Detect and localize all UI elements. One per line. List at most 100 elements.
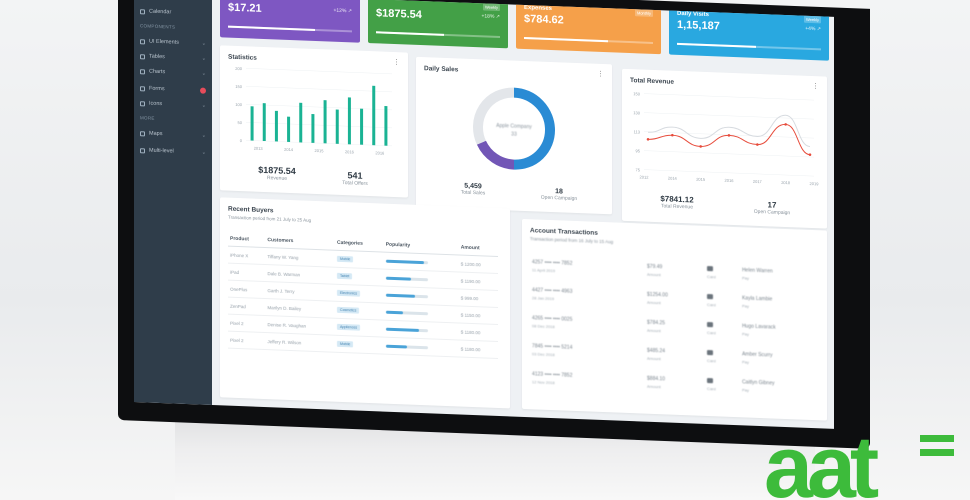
sidebar-item-forms[interactable]: Forms — [140, 85, 206, 94]
y-tick-label: 0 — [240, 138, 243, 143]
bar[interactable] — [262, 103, 266, 142]
total-revenue-line-chart: 150 130 113 95 75 2012 2014 2015 2016 2017 2018 201… — [633, 91, 819, 186]
kpi-value: 1,15,187 — [677, 18, 720, 33]
x-tick-label: 2018 — [781, 180, 791, 185]
sidebar-item-tables[interactable]: Tables ⌄ — [140, 53, 206, 62]
bar[interactable] — [274, 110, 278, 142]
line-point[interactable] — [808, 153, 812, 156]
transaction-type: Card — [707, 330, 716, 336]
bar[interactable] — [384, 106, 388, 146]
bar[interactable] — [299, 102, 303, 143]
transaction-row[interactable]: 4265 •••• •••• 0025 08 Dec 2018 $784.25 Amo… — [532, 315, 822, 346]
recent-buyers-table: Product Customers Categories Popularity … — [228, 231, 498, 359]
transaction-row[interactable]: 7845 •••• •••• 5214 03 Dec 2018 $485.24 Amo… — [532, 343, 822, 374]
transaction-row[interactable]: 4257 •••• •••• 7852 11 April 2019 $79.49 Am… — [532, 259, 822, 290]
x-tick-label: 2013 — [254, 146, 264, 151]
grid-icon — [140, 100, 145, 106]
card-title: Recent Buyers — [228, 205, 274, 215]
bar[interactable] — [287, 116, 291, 142]
transaction-row[interactable]: 4123 •••• •••• 7852 12 Nov 2018 $884.10 Amo… — [532, 371, 822, 402]
cell-customer: Jeffery R. Wilson — [265, 332, 336, 353]
bar[interactable] — [250, 106, 254, 141]
kpi-value: $784.62 — [524, 12, 564, 27]
map-icon — [140, 130, 145, 136]
column-header-amount[interactable]: Amount — [458, 240, 498, 257]
donut-slice[interactable] — [473, 87, 515, 145]
sidebar-item-maps[interactable]: Maps ⌄ — [140, 130, 206, 139]
x-tick-label: 2017 — [753, 179, 763, 184]
bar[interactable] — [372, 85, 376, 146]
column-header-product[interactable]: Product — [228, 231, 266, 248]
line-point[interactable] — [699, 145, 702, 148]
popularity-bar — [385, 327, 428, 333]
kpi-card-revenue[interactable]: Weekly $1875.54 +18% ↗ — [368, 0, 508, 49]
transaction-customer: Hugo Lavarack — [742, 323, 776, 331]
share-icon — [140, 147, 145, 153]
chevron-down-icon: ⌄ — [201, 40, 206, 47]
donut-slice[interactable] — [476, 140, 515, 170]
total-revenue-metric-amount: $7841.12 Total Revenue — [642, 194, 712, 212]
bar[interactable] — [323, 100, 327, 144]
sidebar-item-multi-level[interactable]: Multi-level ⌄ — [140, 147, 206, 156]
chevron-down-icon: ⌄ — [201, 149, 206, 156]
gridline — [644, 93, 814, 101]
transaction-card-number: 4427 •••• •••• 4963 — [532, 287, 573, 295]
table-icon — [140, 53, 145, 59]
kpi-change: +12% ↗ — [333, 7, 352, 15]
kpi-change: +4% ↗ — [805, 25, 821, 33]
account-transactions-card: Account Transactions Transaction period … — [522, 218, 827, 421]
kpi-progress — [524, 36, 653, 44]
line-point[interactable] — [756, 143, 759, 146]
kpi-card-balance[interactable]: $17.21 +12% ↗ — [220, 0, 360, 43]
x-tick-label: 2016 — [345, 149, 355, 154]
cell-amount: $ 1190.00 — [458, 271, 498, 291]
more-options-icon[interactable]: ⋮ — [393, 58, 400, 67]
popularity-bar — [385, 293, 428, 299]
cell-product: iPhone X — [228, 246, 266, 265]
category-badge: Electronics — [337, 289, 361, 297]
bar[interactable] — [360, 108, 364, 145]
transaction-card-number: 7845 •••• •••• 5214 — [532, 343, 573, 351]
category-badge: Appliences — [337, 323, 361, 331]
transaction-type: Card — [707, 274, 716, 280]
line-point[interactable] — [727, 134, 731, 137]
category-badge: Mobile — [337, 340, 354, 348]
x-tick-label: 2012 — [640, 174, 650, 179]
sidebar-item-charts[interactable]: Charts ⌄ — [140, 68, 206, 77]
gridline — [644, 112, 814, 120]
transaction-date: 28 Jan 2019 — [532, 295, 555, 302]
total-revenue-metric-campaign: 17 Open Campaign — [737, 199, 807, 217]
more-options-icon[interactable]: ⋮ — [812, 83, 819, 91]
bar[interactable] — [335, 109, 339, 144]
bar[interactable] — [311, 114, 315, 143]
cell-amount: $ 1180.00 — [458, 322, 498, 342]
cell-category: Electronics — [335, 284, 384, 304]
transaction-amount-label: Amount — [647, 299, 661, 306]
sidebar-item-ui-elements[interactable]: UI Elements ⌄ — [140, 38, 206, 47]
metric-label: Total Sales — [460, 189, 486, 197]
line-point[interactable] — [784, 123, 787, 126]
sidebar-item-label: Charts — [149, 68, 166, 76]
line-point[interactable] — [646, 138, 650, 141]
category-badge: Tablet — [337, 272, 353, 280]
form-icon — [140, 85, 145, 91]
transaction-amount: $884.10 — [647, 375, 666, 383]
donut-slice[interactable] — [513, 87, 555, 170]
gridline — [644, 169, 814, 177]
cell-popularity — [383, 337, 459, 357]
transaction-customer-label: Pay — [742, 331, 749, 337]
transaction-row[interactable]: 4427 •••• •••• 4963 28 Jan 2019 $1254.00 Am… — [532, 287, 822, 318]
sidebar-item-calendar[interactable]: Calendar — [140, 8, 206, 17]
line-point[interactable] — [671, 133, 674, 137]
bar[interactable] — [347, 97, 351, 145]
transaction-date: 08 Dec 2018 — [532, 323, 555, 330]
sidebar-item-icons[interactable]: Icons ⌄ — [140, 100, 206, 109]
cell-amount: $ 1150.00 — [458, 305, 498, 325]
metric-label: Open Campaign — [540, 194, 578, 203]
kpi-progress — [677, 42, 821, 51]
sidebar-item-label: Tables — [149, 53, 165, 61]
transaction-date: 12 Nov 2018 — [532, 379, 555, 386]
transaction-type: Card — [707, 302, 716, 308]
layers-icon — [140, 38, 145, 44]
